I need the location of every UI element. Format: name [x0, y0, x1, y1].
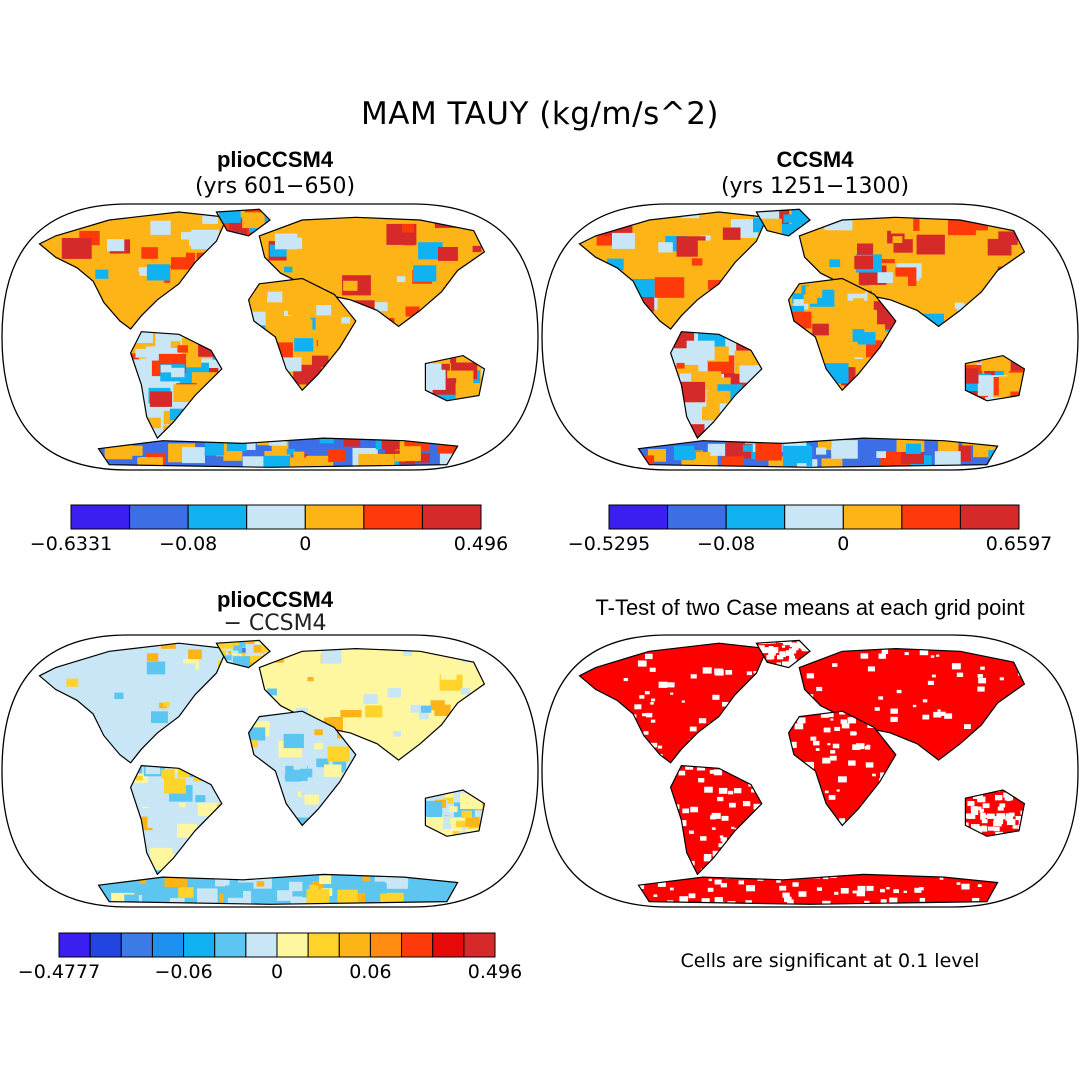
colorbar-tick-label: 0.496 [467, 961, 523, 983]
colorbar-swatch [304, 504, 365, 530]
colorbar-swatch [959, 504, 1020, 530]
ttest-land [578, 639, 1026, 905]
ttest-panel-title: T-Test of two Case means at each grid po… [595, 595, 1025, 620]
colorbar-tick-label: 0 [299, 533, 312, 555]
colorbar-swatch [432, 932, 465, 958]
colorbar-tick-label: 0 [270, 961, 284, 983]
colorbar-tick-label: −0.06 [154, 961, 213, 983]
colorbar-swatch [129, 504, 189, 530]
diff-panel-subtitle: − CCSM4 [223, 611, 327, 636]
colorbar-swatch [369, 932, 403, 958]
plio-map-border [1, 203, 539, 471]
colorbar-swatch [187, 504, 248, 530]
colorbar-swatch [151, 932, 185, 958]
plio-panel-subtitle: (yrs 601−650) [194, 174, 356, 199]
colorbar-swatch [608, 504, 669, 530]
ccsm4-map-border [541, 203, 1079, 471]
colorbar-swatch [667, 504, 727, 530]
diff-land [38, 639, 486, 905]
diff-colorbar-swatches [58, 932, 496, 958]
colorbar-swatch [120, 932, 153, 958]
ttest-map-border [541, 634, 1079, 908]
colorbar-swatch [183, 932, 216, 958]
significance-note: Cells are significant at 0.1 level [680, 950, 980, 972]
ttest-eurasia [799, 648, 1025, 761]
plio-map-group [1, 203, 539, 471]
diff-panel-title: plioCCSM4 [216, 587, 334, 612]
diff-map-border [1, 634, 539, 908]
diff-eurasia [259, 648, 485, 761]
ccsm4-map-group [541, 203, 1079, 471]
colorbar-tick-label: 0.496 [453, 533, 509, 555]
colorbar-swatch [214, 932, 247, 958]
colorbar-swatch [58, 932, 91, 958]
diff-map-group [1, 634, 539, 908]
colorbar-tick-label: −0.08 [159, 533, 218, 555]
colorbar-swatch [463, 932, 496, 958]
colorbar-tick-label: −0.08 [697, 533, 756, 555]
colorbar-swatch [89, 932, 122, 958]
figure-title: MAM TAUY (kg/m/s^2) [360, 96, 720, 132]
colorbar-tick-label: 0.06 [349, 961, 392, 983]
ccsm4-colorbar-swatches [608, 504, 1020, 530]
colorbar-tick-label: −0.4777 [17, 961, 101, 983]
colorbar-swatch [338, 932, 371, 958]
ccsm4-panel-title: CCSM4 [776, 147, 854, 172]
colorbar-swatch [842, 504, 903, 530]
ttest-map-group [541, 634, 1079, 908]
ccsm4-panel-subtitle: (yrs 1251−1300) [720, 174, 910, 199]
colorbar-swatch [245, 932, 278, 958]
colorbar-swatch [363, 504, 423, 530]
colorbar-swatch [70, 504, 131, 530]
colorbar-swatch [276, 932, 309, 958]
colorbar-swatch [784, 504, 844, 530]
colorbar-swatch [725, 504, 786, 530]
colorbar-swatch [421, 504, 482, 530]
plio-colorbar-swatches [70, 504, 482, 530]
colorbar-swatch [901, 504, 961, 530]
colorbar-tick-label: −0.5295 [567, 533, 651, 555]
plio-panel-title: plioCCSM4 [216, 147, 334, 172]
diff-southAmerica [130, 765, 222, 875]
colorbar-swatch [246, 504, 306, 530]
colorbar-tick-label: −0.6331 [29, 533, 113, 555]
colorbar-tick-label: 0.6597 [985, 533, 1053, 555]
colorbar-tick-label: 0 [837, 533, 850, 555]
colorbar-swatch [307, 932, 340, 958]
colorbar-swatch [401, 932, 434, 958]
